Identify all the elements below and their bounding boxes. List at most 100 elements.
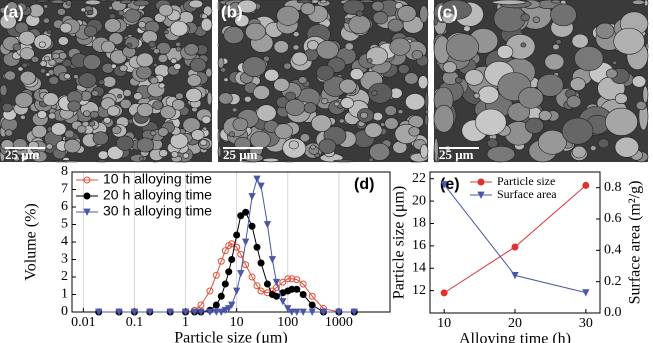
particle — [108, 32, 124, 46]
particle — [98, 79, 105, 86]
marker — [228, 301, 236, 309]
legend-label: 10 h alloying time — [103, 171, 212, 187]
particle — [42, 17, 50, 24]
particle — [0, 13, 17, 30]
marker — [212, 301, 220, 309]
particle — [299, 133, 311, 143]
particle — [14, 92, 34, 108]
particle — [107, 145, 124, 160]
particle — [43, 55, 51, 62]
particle — [338, 118, 345, 124]
particle — [182, 117, 201, 133]
particle — [366, 58, 373, 64]
particle — [65, 0, 73, 6]
particle — [217, 0, 220, 12]
legend-label: Surface area — [497, 187, 557, 201]
particle — [19, 114, 26, 120]
particle — [80, 7, 86, 13]
particle — [367, 82, 393, 104]
particle — [83, 25, 98, 37]
x-tick-label: 20 — [508, 316, 522, 331]
particle — [13, 155, 20, 162]
marker — [257, 182, 265, 190]
particle — [92, 131, 109, 146]
marker — [237, 212, 245, 220]
particle — [571, 33, 589, 49]
particle — [63, 73, 71, 80]
particle — [333, 159, 355, 163]
particle — [348, 15, 371, 35]
particle — [496, 45, 514, 59]
particle — [35, 0, 50, 3]
particle — [46, 29, 52, 34]
marker — [221, 280, 229, 288]
marker — [146, 308, 154, 316]
particle — [486, 138, 499, 149]
particle — [50, 122, 67, 136]
particle — [384, 117, 399, 130]
particle — [424, 90, 429, 111]
x-tick-label: 30 — [579, 316, 593, 331]
particle — [334, 101, 340, 107]
particle — [191, 129, 205, 141]
particle — [283, 160, 296, 163]
marker — [299, 308, 307, 316]
marker — [279, 278, 287, 286]
legend-label: Particle size — [497, 174, 555, 188]
particle — [133, 0, 150, 7]
panel-label: (b) — [221, 2, 243, 21]
marker — [225, 268, 233, 276]
x-axis-label: Particle size (μm) — [174, 330, 287, 343]
particle — [613, 27, 645, 55]
particle — [217, 57, 225, 69]
particle — [84, 0, 101, 6]
particle — [4, 70, 16, 81]
marker — [197, 308, 205, 316]
particle — [170, 151, 179, 158]
marker — [272, 278, 281, 287]
panel-label: (c) — [437, 2, 458, 21]
y-tick-label: 14 — [412, 260, 426, 275]
particle — [119, 0, 133, 4]
particle — [604, 107, 638, 136]
particle — [110, 63, 117, 69]
particle — [433, 16, 438, 26]
particle — [264, 68, 280, 82]
particle — [614, 136, 640, 158]
particle — [389, 37, 411, 56]
particle — [433, 104, 455, 133]
y-tick-label: 5 — [61, 217, 68, 232]
particle — [477, 85, 500, 104]
particle — [175, 92, 184, 100]
particle — [243, 95, 252, 103]
particle — [185, 88, 203, 103]
particle — [184, 43, 199, 56]
particle — [1, 102, 13, 113]
particle — [380, 122, 386, 127]
particle — [170, 133, 189, 149]
particle — [292, 31, 300, 38]
particle — [614, 93, 628, 105]
particle — [285, 98, 306, 116]
particle — [256, 104, 277, 122]
particle — [217, 145, 222, 158]
particle — [19, 70, 36, 85]
particle — [463, 25, 471, 32]
particle — [319, 0, 327, 4]
particle — [296, 0, 313, 4]
particle — [464, 69, 484, 86]
marker — [221, 306, 229, 315]
particle — [273, 77, 290, 92]
particle — [133, 92, 143, 101]
particle — [175, 41, 182, 48]
particle — [318, 138, 337, 154]
marker — [299, 291, 307, 298]
particle — [57, 36, 69, 46]
particle — [200, 17, 213, 32]
particle — [173, 63, 182, 70]
particle — [387, 18, 404, 33]
particle — [339, 78, 357, 94]
particle — [228, 131, 236, 137]
particle — [117, 94, 123, 99]
particle — [158, 3, 174, 17]
